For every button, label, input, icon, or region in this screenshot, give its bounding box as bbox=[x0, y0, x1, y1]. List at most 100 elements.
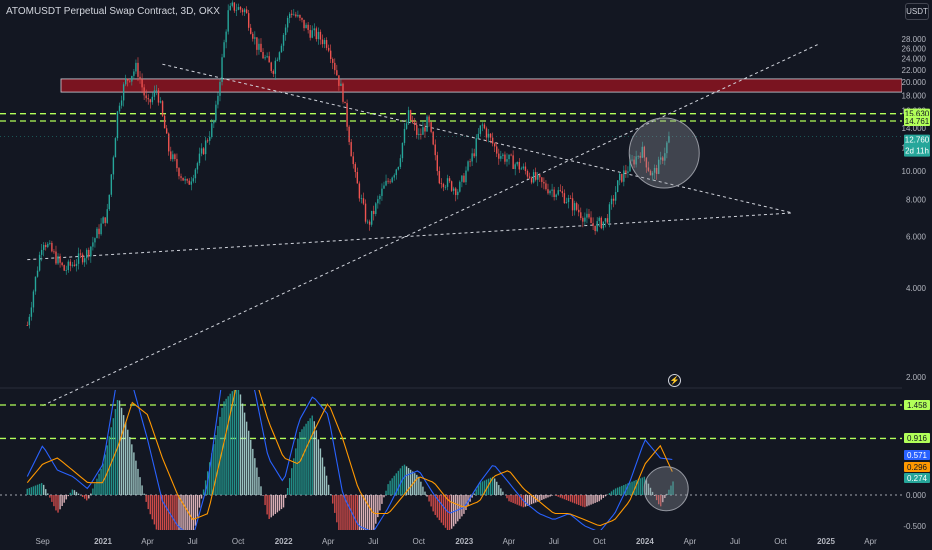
macd-histogram-bar bbox=[157, 495, 160, 530]
macd-histogram-bar bbox=[131, 444, 133, 495]
macd-histogram-bar bbox=[668, 489, 670, 495]
candle-body bbox=[485, 128, 488, 138]
macd-histogram-bar bbox=[567, 495, 570, 501]
price-axis[interactable]: 28.00026.00024.00022.00020.00018.00016.0… bbox=[902, 0, 932, 550]
macd-histogram-bar bbox=[196, 495, 199, 517]
macd-histogram-bar bbox=[385, 490, 387, 495]
price-badge bbox=[904, 115, 930, 126]
candle-body bbox=[268, 56, 270, 63]
macd-histogram-bar bbox=[520, 495, 523, 507]
lightning-bolt-icon[interactable]: ⚡ bbox=[668, 374, 681, 387]
candle-body bbox=[86, 249, 88, 259]
candle-body bbox=[370, 210, 373, 225]
price-tick-label: 20.000 bbox=[902, 78, 927, 87]
time-tick-label: Jul bbox=[187, 537, 197, 546]
candle-body bbox=[61, 262, 63, 266]
macd-histogram-bar bbox=[539, 495, 541, 501]
macd-histogram-bar bbox=[170, 495, 172, 530]
macd-histogram-bar bbox=[377, 495, 379, 518]
candle-body bbox=[211, 123, 213, 137]
macd-histogram-bar bbox=[254, 458, 256, 495]
macd-badge-label: 1.458 bbox=[907, 401, 928, 410]
macd-histogram-bar bbox=[225, 398, 227, 495]
macd-histogram-bar bbox=[635, 479, 637, 495]
candle-body bbox=[401, 142, 404, 159]
macd-histogram-bar bbox=[471, 495, 473, 498]
macd-badge bbox=[904, 473, 930, 483]
candle-body bbox=[600, 217, 602, 229]
candle-body bbox=[69, 261, 72, 266]
candle-body bbox=[196, 163, 199, 170]
macd-histogram-bar bbox=[159, 495, 162, 530]
macd-histogram-bar bbox=[655, 495, 658, 501]
candle-body bbox=[274, 60, 277, 74]
macd-histogram-bar bbox=[327, 484, 330, 495]
candle-body bbox=[356, 172, 359, 184]
macd-histogram-bar bbox=[69, 492, 72, 495]
candle-body bbox=[252, 33, 254, 39]
macd-histogram-bar bbox=[71, 489, 74, 495]
candle-body bbox=[438, 171, 441, 184]
macd-histogram-bar bbox=[346, 495, 348, 530]
macd-histogram-bar bbox=[143, 493, 145, 495]
currency-button[interactable]: USDT bbox=[905, 3, 929, 20]
macd-histogram-bar bbox=[276, 495, 279, 513]
candle-body bbox=[112, 157, 115, 175]
macd-histogram-bar bbox=[508, 495, 510, 502]
macd-histogram-bar bbox=[217, 425, 219, 495]
price-badge-label: 15.630 bbox=[905, 110, 930, 119]
candle-body bbox=[506, 159, 508, 162]
macd-histogram-bar bbox=[483, 480, 486, 495]
highlight-circle bbox=[628, 117, 700, 189]
candle-body bbox=[500, 156, 502, 159]
macd-histogram-bar bbox=[602, 495, 605, 498]
time-axis[interactable]: Sep 2021 Apr Jul Oct 2022 Apr Jul Oct 2023 Apr Jul O… bbox=[36, 537, 878, 546]
macd-histogram-bar bbox=[649, 487, 652, 495]
candle-body bbox=[100, 223, 102, 235]
signal-line bbox=[26, 390, 673, 527]
macd-histogram-bar bbox=[610, 491, 613, 495]
candle-body bbox=[471, 153, 473, 162]
candle-body bbox=[563, 193, 566, 204]
macd-histogram-bar bbox=[32, 486, 35, 495]
candle-body bbox=[530, 177, 533, 183]
macd-histogram-bar bbox=[215, 435, 217, 495]
macd-histogram-bar bbox=[614, 488, 617, 495]
candle-body bbox=[57, 256, 59, 264]
candle-body bbox=[455, 188, 457, 196]
candle-body bbox=[508, 154, 510, 160]
time-tick-label: Apr bbox=[322, 537, 335, 546]
candle-body bbox=[610, 198, 613, 205]
price-badge-label: 14.761 bbox=[905, 117, 930, 126]
candle-body bbox=[653, 168, 656, 173]
candle-body bbox=[539, 174, 541, 178]
macd-histogram-bar bbox=[496, 481, 498, 495]
macd-histogram-bar bbox=[350, 495, 352, 530]
candle-body bbox=[473, 153, 475, 157]
candle-body bbox=[282, 34, 285, 46]
candle-body bbox=[502, 154, 504, 157]
macd-histogram-bar bbox=[141, 485, 143, 495]
candle-body bbox=[118, 105, 121, 112]
candle-body bbox=[176, 159, 178, 169]
macd-histogram-bar bbox=[592, 495, 594, 504]
macd-histogram-bar bbox=[639, 478, 641, 495]
candle-body bbox=[102, 217, 104, 224]
trendline bbox=[42, 44, 818, 407]
macd-histogram-bar bbox=[190, 495, 192, 530]
macd-histogram-bar bbox=[100, 468, 102, 495]
macd-histogram-bar bbox=[186, 495, 188, 530]
macd-histogram-bar bbox=[124, 422, 127, 495]
macd-histogram-bar bbox=[459, 495, 461, 519]
macd-histogram-bar bbox=[418, 476, 420, 495]
macd-histogram-bar bbox=[53, 495, 55, 507]
price-tick-label: 14.000 bbox=[902, 124, 927, 133]
macd-histogram-bar bbox=[102, 463, 104, 495]
macd-histogram-bar bbox=[92, 488, 94, 495]
candle-body bbox=[641, 146, 643, 158]
macd-histogram-bar bbox=[366, 495, 369, 530]
candle-body bbox=[491, 137, 494, 144]
macd-histogram-bar bbox=[163, 495, 166, 530]
macd-histogram-bar bbox=[416, 474, 418, 495]
macd-histogram-bar bbox=[526, 495, 529, 506]
